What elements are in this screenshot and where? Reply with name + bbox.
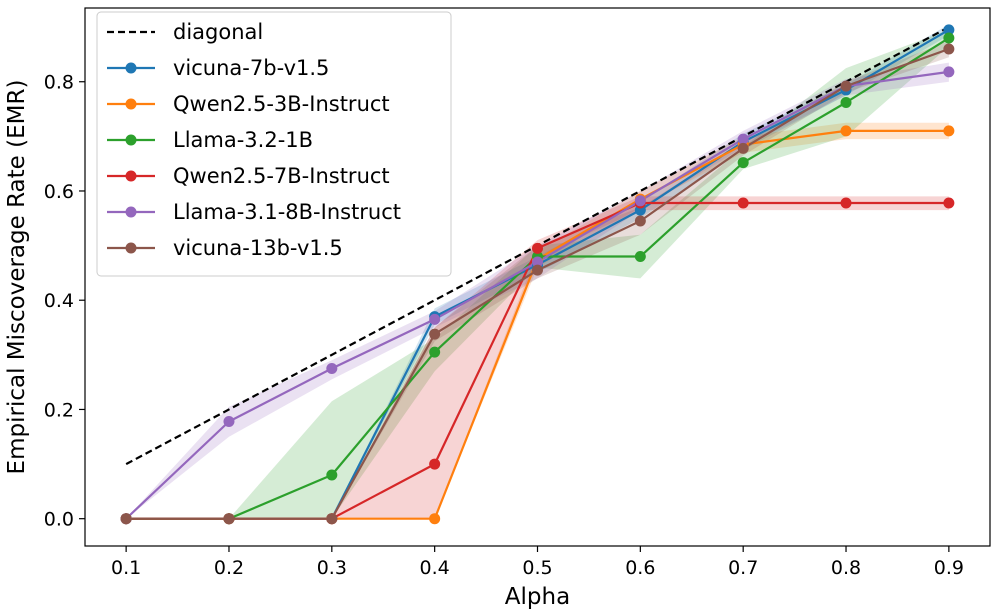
point-series-2-3 (429, 346, 441, 358)
legend-marker-1 (125, 62, 137, 74)
x-tick-label-7: 0.8 (831, 557, 861, 579)
point-series-5-2 (326, 513, 338, 525)
x-axis-title: Alpha (505, 584, 570, 610)
point-series-1-7 (840, 125, 852, 137)
x-tick-label-4: 0.5 (522, 557, 552, 579)
y-tick-label-4: 0.8 (44, 72, 74, 94)
legend-label-6: vicuna-13b-v1.5 (173, 236, 343, 260)
x-tick-label-1: 0.2 (214, 557, 244, 579)
point-series-4-8 (943, 66, 955, 78)
legend-label-0: diagonal (173, 20, 263, 44)
x-tick-label-0: 0.1 (111, 557, 141, 579)
x-tick-label-5: 0.6 (625, 557, 655, 579)
legend-label-3: Llama-3.2-1B (173, 128, 313, 152)
point-series-4-3 (429, 313, 441, 325)
point-series-5-8 (943, 43, 955, 55)
point-series-4-4 (532, 256, 543, 268)
point-series-2-8 (943, 32, 955, 44)
point-series-5-7 (840, 80, 852, 92)
point-series-4-5 (634, 195, 646, 207)
y-tick-label-3: 0.6 (44, 181, 74, 203)
point-series-4-2 (326, 362, 338, 374)
x-tick-label-8: 0.9 (934, 557, 964, 579)
point-series-2-5 (634, 251, 646, 263)
legend-marker-5 (125, 206, 137, 218)
point-series-2-2 (326, 469, 338, 481)
legend-label-5: Llama-3.1-8B-Instruct (173, 200, 401, 224)
point-series-5-1 (223, 513, 235, 525)
point-series-3-7 (840, 197, 852, 209)
point-series-3-3 (429, 458, 441, 470)
legend-box (96, 11, 452, 277)
point-series-2-6 (737, 157, 749, 169)
point-series-0-8 (943, 24, 955, 36)
point-series-5-3 (429, 328, 441, 340)
point-series-5-5 (634, 215, 646, 227)
legend-marker-6 (125, 242, 137, 254)
point-series-5-4 (532, 264, 543, 276)
x-tick-label-3: 0.4 (420, 557, 450, 579)
y-axis-title: Empirical Miscoverage Rate (EMR) (4, 80, 30, 475)
point-series-1-8 (943, 125, 955, 137)
legend-label-2: Qwen2.5-3B-Instruct (173, 92, 390, 116)
legend-marker-2 (125, 98, 137, 110)
axes: 0.1 0.2 0.3 0.4 0.5 0.6 0.7 0.8 0.9 0.0 0.2 0.4 0.6 0… (44, 7, 991, 579)
series-markers (120, 24, 955, 525)
legend-label-4: Qwen2.5-7B-Instruct (173, 164, 390, 188)
point-series-3-4 (532, 242, 543, 254)
point-series-3-6 (737, 197, 749, 209)
point-series-3-8 (943, 197, 955, 209)
point-series-2-7 (840, 96, 852, 108)
legend-label-1: vicuna-7b-v1.5 (173, 56, 329, 80)
y-tick-label-1: 0.2 (44, 399, 74, 421)
y-tick-label-0: 0.0 (44, 509, 74, 531)
point-series-1-3 (429, 513, 441, 525)
point-series-5-6 (737, 142, 749, 154)
y-tick-label-2: 0.4 (44, 290, 74, 312)
x-tick-label-2: 0.3 (317, 557, 347, 579)
x-tick-label-6: 0.7 (728, 557, 758, 579)
legend-marker-4 (125, 170, 137, 182)
legend: diagonal vicuna-7b-v1.5 Qwen2.5-3B-Instruc… (96, 11, 452, 277)
point-series-4-6 (737, 133, 749, 145)
point-series-5-0 (120, 513, 132, 525)
legend-marker-3 (125, 134, 137, 146)
point-series-4-1 (223, 415, 235, 427)
